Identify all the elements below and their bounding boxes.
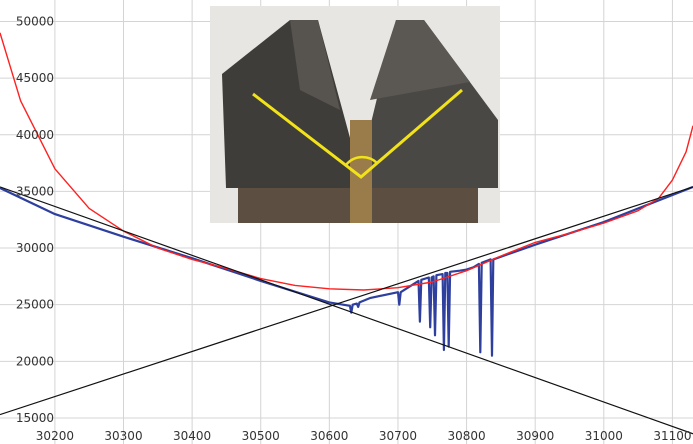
x-tick-label: 30300 bbox=[104, 429, 142, 443]
ascending-line bbox=[0, 186, 693, 416]
x-tick-label: 30800 bbox=[447, 429, 485, 443]
x-tick-label: 30500 bbox=[242, 429, 280, 443]
axis-labels: 30200 30300 30400 30500 30600 30700 30800 30900… bbox=[16, 15, 692, 443]
y-tick-label: 40000 bbox=[16, 128, 54, 142]
y-tick-label: 15000 bbox=[16, 411, 54, 425]
y-tick-label: 25000 bbox=[16, 298, 54, 312]
y-tick-label: 30000 bbox=[16, 241, 54, 255]
measured-data-line bbox=[0, 185, 693, 357]
y-tick-label: 45000 bbox=[16, 71, 54, 85]
angle-arc bbox=[345, 155, 378, 166]
x-tick-label: 31000 bbox=[585, 429, 623, 443]
x-tick-label: 30700 bbox=[379, 429, 417, 443]
x-tick-label: 31100 bbox=[653, 429, 691, 443]
angle-line bbox=[252, 88, 463, 179]
x-tick-label: 30900 bbox=[516, 429, 554, 443]
x-tick-label: 30400 bbox=[173, 429, 211, 443]
x-tick-label: 30200 bbox=[36, 429, 74, 443]
descending-line bbox=[0, 186, 693, 435]
y-tick-label: 20000 bbox=[16, 354, 54, 368]
inset-photo-v-block bbox=[210, 6, 500, 223]
y-tick-label: 35000 bbox=[16, 184, 54, 198]
x-tick-label: 30600 bbox=[310, 429, 348, 443]
plot-series bbox=[0, 32, 693, 435]
y-tick-label: 50000 bbox=[16, 15, 54, 29]
